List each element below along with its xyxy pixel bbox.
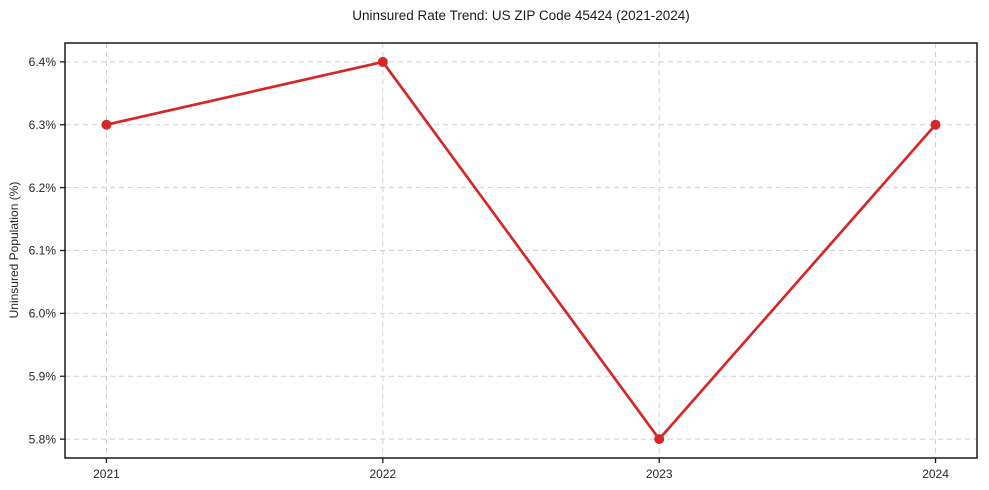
data-point <box>654 434 665 445</box>
x-tick-label: 2024 <box>922 467 949 481</box>
x-tick-label: 2021 <box>93 467 120 481</box>
y-tick-label: 6.3% <box>29 118 57 132</box>
x-tick-label: 2022 <box>369 467 396 481</box>
data-line <box>105 60 937 441</box>
data-point <box>930 119 941 130</box>
y-tick-label: 5.9% <box>29 369 57 383</box>
chart-title: Uninsured Rate Trend: US ZIP Code 45424 … <box>352 8 690 23</box>
y-tick-label: 6.4% <box>29 55 57 69</box>
y-tick-label: 6.2% <box>29 181 57 195</box>
y-tick-label: 6.0% <box>29 307 57 321</box>
x-tick-label: 2023 <box>646 467 673 481</box>
data-point <box>101 119 112 130</box>
data-point <box>377 56 388 67</box>
y-tick-label: 6.1% <box>29 244 57 258</box>
y-tick-label: 5.8% <box>29 432 57 446</box>
